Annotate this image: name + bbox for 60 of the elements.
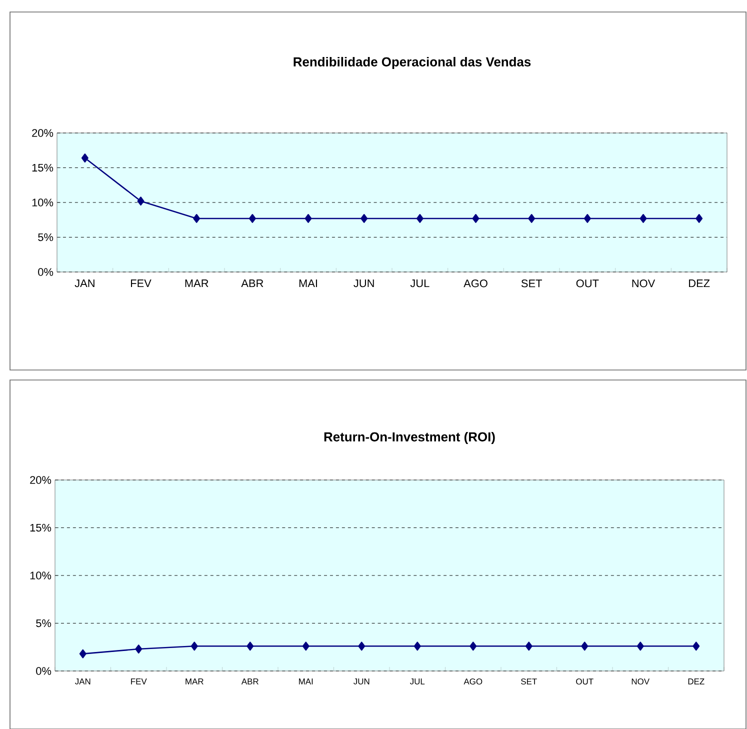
x-tick-label: MAR bbox=[185, 280, 208, 288]
chart-title: Return-On-Investment (ROI) bbox=[324, 432, 495, 444]
x-tick-label: MAI bbox=[299, 678, 313, 684]
point bbox=[584, 214, 591, 223]
y-tick-label: 0% bbox=[38, 268, 54, 276]
x-tick-label: JUN bbox=[354, 280, 374, 288]
y-tick-label: 10% bbox=[32, 198, 54, 206]
x-tick-label: SET bbox=[521, 678, 537, 684]
y-tick-label: 5% bbox=[38, 233, 54, 242]
y-tick-label: 15% bbox=[32, 164, 54, 172]
point bbox=[81, 154, 88, 162]
point bbox=[696, 214, 703, 223]
point bbox=[528, 214, 536, 223]
point bbox=[248, 214, 256, 223]
chart-title: Rendibilidade Operacional das Vendas bbox=[294, 56, 531, 70]
point bbox=[472, 214, 480, 223]
point bbox=[581, 642, 588, 651]
point bbox=[525, 642, 532, 651]
x-tick-label: DEZ bbox=[688, 678, 704, 684]
point bbox=[360, 214, 368, 223]
point bbox=[358, 642, 366, 651]
y-tick-label: 20% bbox=[32, 129, 54, 137]
x-tick-label: AGO bbox=[464, 678, 482, 684]
x-tick-label: JUL bbox=[410, 678, 425, 684]
y-tick-label: 5% bbox=[36, 619, 52, 628]
x-tick-label: OUT bbox=[576, 280, 599, 288]
x-tick-label: MAR bbox=[186, 678, 204, 684]
x-tick-label: SET bbox=[521, 280, 542, 288]
x-tick-label: FEV bbox=[131, 678, 147, 684]
x-tick-label: OUT bbox=[576, 678, 594, 684]
point bbox=[304, 214, 312, 223]
x-tick-label: JUL bbox=[410, 280, 430, 288]
x-tick-label: ABR bbox=[241, 280, 264, 288]
x-tick-label: JAN bbox=[75, 678, 90, 684]
point bbox=[640, 214, 647, 223]
x-tick-label: MAI bbox=[299, 280, 317, 288]
x-tick-label: ABR bbox=[241, 678, 258, 684]
point bbox=[190, 642, 198, 651]
x-tick-label: FEV bbox=[131, 280, 152, 288]
point bbox=[246, 642, 254, 651]
x-tick-label: AGO bbox=[464, 280, 488, 288]
y-tick-label: 10% bbox=[30, 572, 52, 580]
point bbox=[416, 214, 424, 223]
x-tick-label: JAN bbox=[74, 280, 94, 288]
x-tick-label: DEZ bbox=[689, 280, 710, 288]
point bbox=[302, 642, 310, 651]
point bbox=[414, 642, 421, 651]
x-tick-label: NOV bbox=[632, 280, 656, 288]
y-tick-label: 0% bbox=[36, 667, 52, 675]
point bbox=[692, 642, 700, 651]
point bbox=[135, 644, 142, 654]
y-tick-label: 15% bbox=[30, 524, 52, 532]
point bbox=[137, 196, 144, 206]
point bbox=[636, 642, 644, 651]
point bbox=[79, 649, 86, 658]
y-tick-label: 20% bbox=[30, 476, 52, 484]
point bbox=[470, 642, 477, 651]
x-tick-label: NOV bbox=[632, 678, 650, 684]
point bbox=[193, 214, 200, 223]
x-tick-label: JUN bbox=[354, 678, 370, 684]
